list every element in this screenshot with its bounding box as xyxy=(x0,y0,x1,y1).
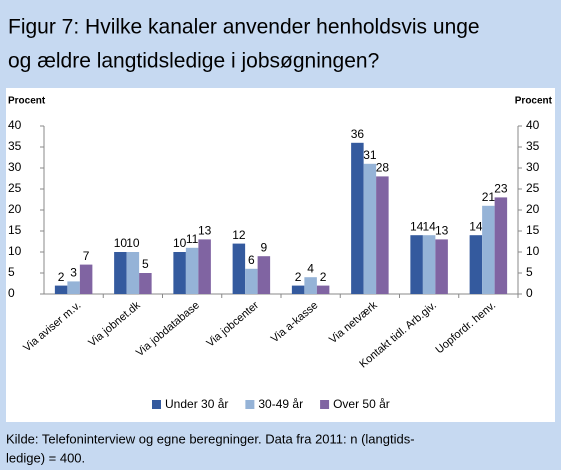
y-axis-label: Procent xyxy=(8,96,46,107)
data-label: 13 xyxy=(198,224,212,238)
bar xyxy=(316,285,330,294)
data-label: 9 xyxy=(261,240,268,254)
bar xyxy=(198,239,211,294)
bar xyxy=(376,176,389,294)
chart-title: Figur 7: Hvilke kanaler anvender henhold… xyxy=(8,16,480,39)
bar xyxy=(363,163,377,294)
legend-swatch xyxy=(152,400,161,409)
source-note: Kilde: Telefoninterview og egne beregnin… xyxy=(6,431,415,446)
legend-swatch xyxy=(245,400,255,409)
y2-tick-label: 5 xyxy=(526,265,533,279)
chart-title: og ældre langtidsledige i jobsøgningen? xyxy=(8,50,379,73)
bar xyxy=(291,285,305,294)
bar xyxy=(304,277,317,294)
data-label: 7 xyxy=(83,249,90,263)
data-label: 14 xyxy=(410,219,424,233)
bar xyxy=(54,285,68,294)
y2-tick-label: 40 xyxy=(526,118,540,132)
y2-tick-label: 30 xyxy=(526,160,540,174)
bar xyxy=(139,273,152,294)
bar xyxy=(494,197,508,294)
y-tick-label: 35 xyxy=(8,139,22,153)
bar xyxy=(79,264,93,294)
bar xyxy=(232,243,246,294)
data-label: 23 xyxy=(494,182,508,196)
data-label: 14 xyxy=(469,219,483,233)
y2-tick-label: 20 xyxy=(526,202,540,216)
data-label: 28 xyxy=(376,161,390,175)
data-label: 31 xyxy=(363,148,377,162)
y-tick-label: 5 xyxy=(8,265,15,279)
y-tick-label: 20 xyxy=(8,202,22,216)
y2-axis-label: Procent xyxy=(515,96,553,107)
y-tick-label: 30 xyxy=(8,160,22,174)
bar xyxy=(245,268,258,294)
y-tick-label: 10 xyxy=(8,244,22,258)
legend-swatch xyxy=(320,400,330,409)
data-label: 10 xyxy=(173,236,187,250)
bar xyxy=(422,235,436,294)
bar xyxy=(126,252,140,294)
y-tick-label: 0 xyxy=(8,286,15,300)
data-label: 11 xyxy=(186,232,199,246)
bar xyxy=(351,142,364,294)
bar xyxy=(435,239,448,294)
y-tick-label: 15 xyxy=(8,223,22,237)
legend-label: Under 30 år xyxy=(165,397,228,411)
data-label: 2 xyxy=(295,270,302,284)
data-label: 10 xyxy=(114,236,128,250)
y2-tick-label: 0 xyxy=(526,286,533,300)
data-label: 4 xyxy=(307,261,314,275)
y2-tick-label: 35 xyxy=(526,139,540,153)
bar xyxy=(469,235,483,294)
data-label: 5 xyxy=(142,257,149,271)
bar xyxy=(257,256,271,294)
bar xyxy=(114,252,127,294)
data-label: 2 xyxy=(320,270,327,284)
y2-tick-label: 25 xyxy=(526,181,540,195)
data-label: 36 xyxy=(351,127,365,141)
data-label: 2 xyxy=(58,270,65,284)
data-label: 13 xyxy=(435,224,449,238)
y-tick-label: 25 xyxy=(8,181,22,195)
source-note: ledige) = 400. xyxy=(6,450,85,465)
bar xyxy=(67,281,80,294)
bar xyxy=(173,252,186,294)
y-tick-label: 40 xyxy=(8,118,22,132)
data-label: 21 xyxy=(482,190,496,204)
bar xyxy=(410,235,423,294)
y2-tick-label: 10 xyxy=(526,244,540,258)
legend-label: 30-49 år xyxy=(258,397,303,411)
chart-area xyxy=(6,88,555,422)
legend-label: Over 50 år xyxy=(333,397,390,411)
bar xyxy=(185,247,199,294)
data-label: 10 xyxy=(126,236,140,250)
data-label: 12 xyxy=(232,228,246,242)
data-label: 6 xyxy=(248,253,255,267)
y2-tick-label: 15 xyxy=(526,223,540,237)
data-label: 3 xyxy=(70,266,77,280)
data-label: 14 xyxy=(422,219,436,233)
bar xyxy=(482,205,495,294)
